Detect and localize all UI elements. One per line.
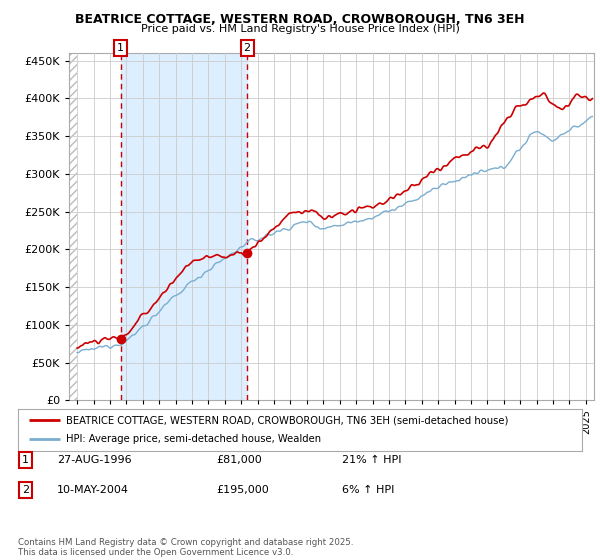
Text: Contains HM Land Registry data © Crown copyright and database right 2025.
This d: Contains HM Land Registry data © Crown c… <box>18 538 353 557</box>
Text: 21% ↑ HPI: 21% ↑ HPI <box>342 455 401 465</box>
Text: £81,000: £81,000 <box>216 455 262 465</box>
Text: Price paid vs. HM Land Registry's House Price Index (HPI): Price paid vs. HM Land Registry's House … <box>140 24 460 34</box>
Text: £195,000: £195,000 <box>216 485 269 495</box>
Text: BEATRICE COTTAGE, WESTERN ROAD, CROWBOROUGH, TN6 3EH (semi-detached house): BEATRICE COTTAGE, WESTERN ROAD, CROWBORO… <box>66 415 508 425</box>
Text: 2: 2 <box>244 43 251 53</box>
Text: BEATRICE COTTAGE, WESTERN ROAD, CROWBOROUGH, TN6 3EH: BEATRICE COTTAGE, WESTERN ROAD, CROWBORO… <box>75 13 525 26</box>
Text: 1: 1 <box>117 43 124 53</box>
Bar <box>69 53 77 400</box>
Text: 2: 2 <box>22 485 29 495</box>
Text: 10-MAY-2004: 10-MAY-2004 <box>57 485 129 495</box>
Text: 6% ↑ HPI: 6% ↑ HPI <box>342 485 394 495</box>
Text: 1: 1 <box>22 455 29 465</box>
Bar <box>121 53 247 400</box>
Text: 27-AUG-1996: 27-AUG-1996 <box>57 455 131 465</box>
Text: HPI: Average price, semi-detached house, Wealden: HPI: Average price, semi-detached house,… <box>66 435 321 445</box>
